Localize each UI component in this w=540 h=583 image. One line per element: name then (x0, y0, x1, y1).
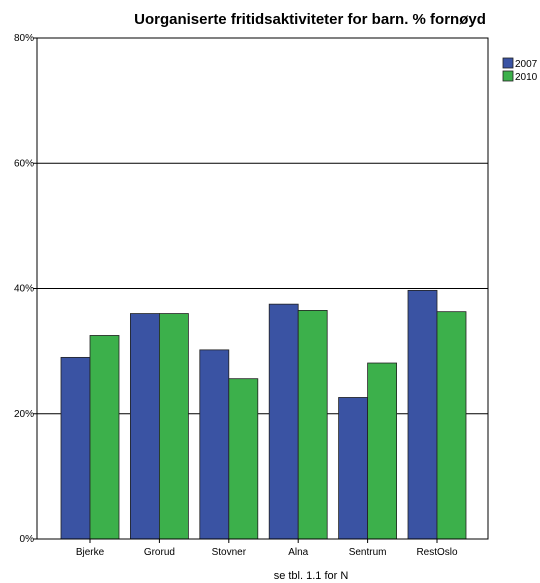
y-tick-label: 0% (20, 534, 35, 545)
x-tick-label: RestOslo (416, 547, 458, 558)
bars (60, 289, 467, 540)
legend: 2007 2010 (502, 57, 538, 83)
legend-swatch-2010 (502, 70, 514, 82)
bar-2007-grorud (129, 313, 160, 540)
y-tick-label: 80% (14, 33, 34, 44)
bar-2010-sentrum (367, 362, 398, 540)
bar-2007-alna (268, 303, 299, 540)
x-tick-label: Alna (288, 547, 308, 558)
bar-2010-grorud (158, 313, 189, 540)
bar-2010-restoslo (436, 311, 467, 540)
y-tick-label: 40% (14, 284, 34, 295)
bar-2007-restoslo (407, 289, 438, 540)
x-tick-label: Grorud (144, 547, 175, 558)
y-axis: 0% 20% 40% 60% 80% (14, 33, 37, 545)
bar-2010-bjerke (89, 335, 120, 540)
chart-title: Uorganiserte fritidsaktiviteter for barn… (134, 11, 486, 28)
x-tick-label: Sentrum (349, 547, 387, 558)
x-axis-label: se tbl. 1.1 for N (274, 570, 349, 582)
legend-swatch-2007 (502, 57, 514, 69)
bar-2007-sentrum (338, 397, 369, 540)
bar-2010-alna (297, 310, 328, 540)
x-tick-label: Bjerke (76, 547, 105, 558)
x-tick-label: Stovner (212, 547, 247, 558)
legend-label-2007: 2007 (515, 59, 538, 70)
bar-2007-bjerke (60, 356, 91, 540)
x-axis: Bjerke Grorud Stovner Alna Sentrum RestOslo (76, 539, 458, 558)
y-tick-label: 20% (14, 409, 34, 420)
y-tick-label: 60% (14, 158, 34, 169)
bar-2010-stovner (228, 378, 259, 540)
legend-label-2010: 2010 (515, 72, 538, 83)
bar-2007-stovner (199, 349, 230, 540)
